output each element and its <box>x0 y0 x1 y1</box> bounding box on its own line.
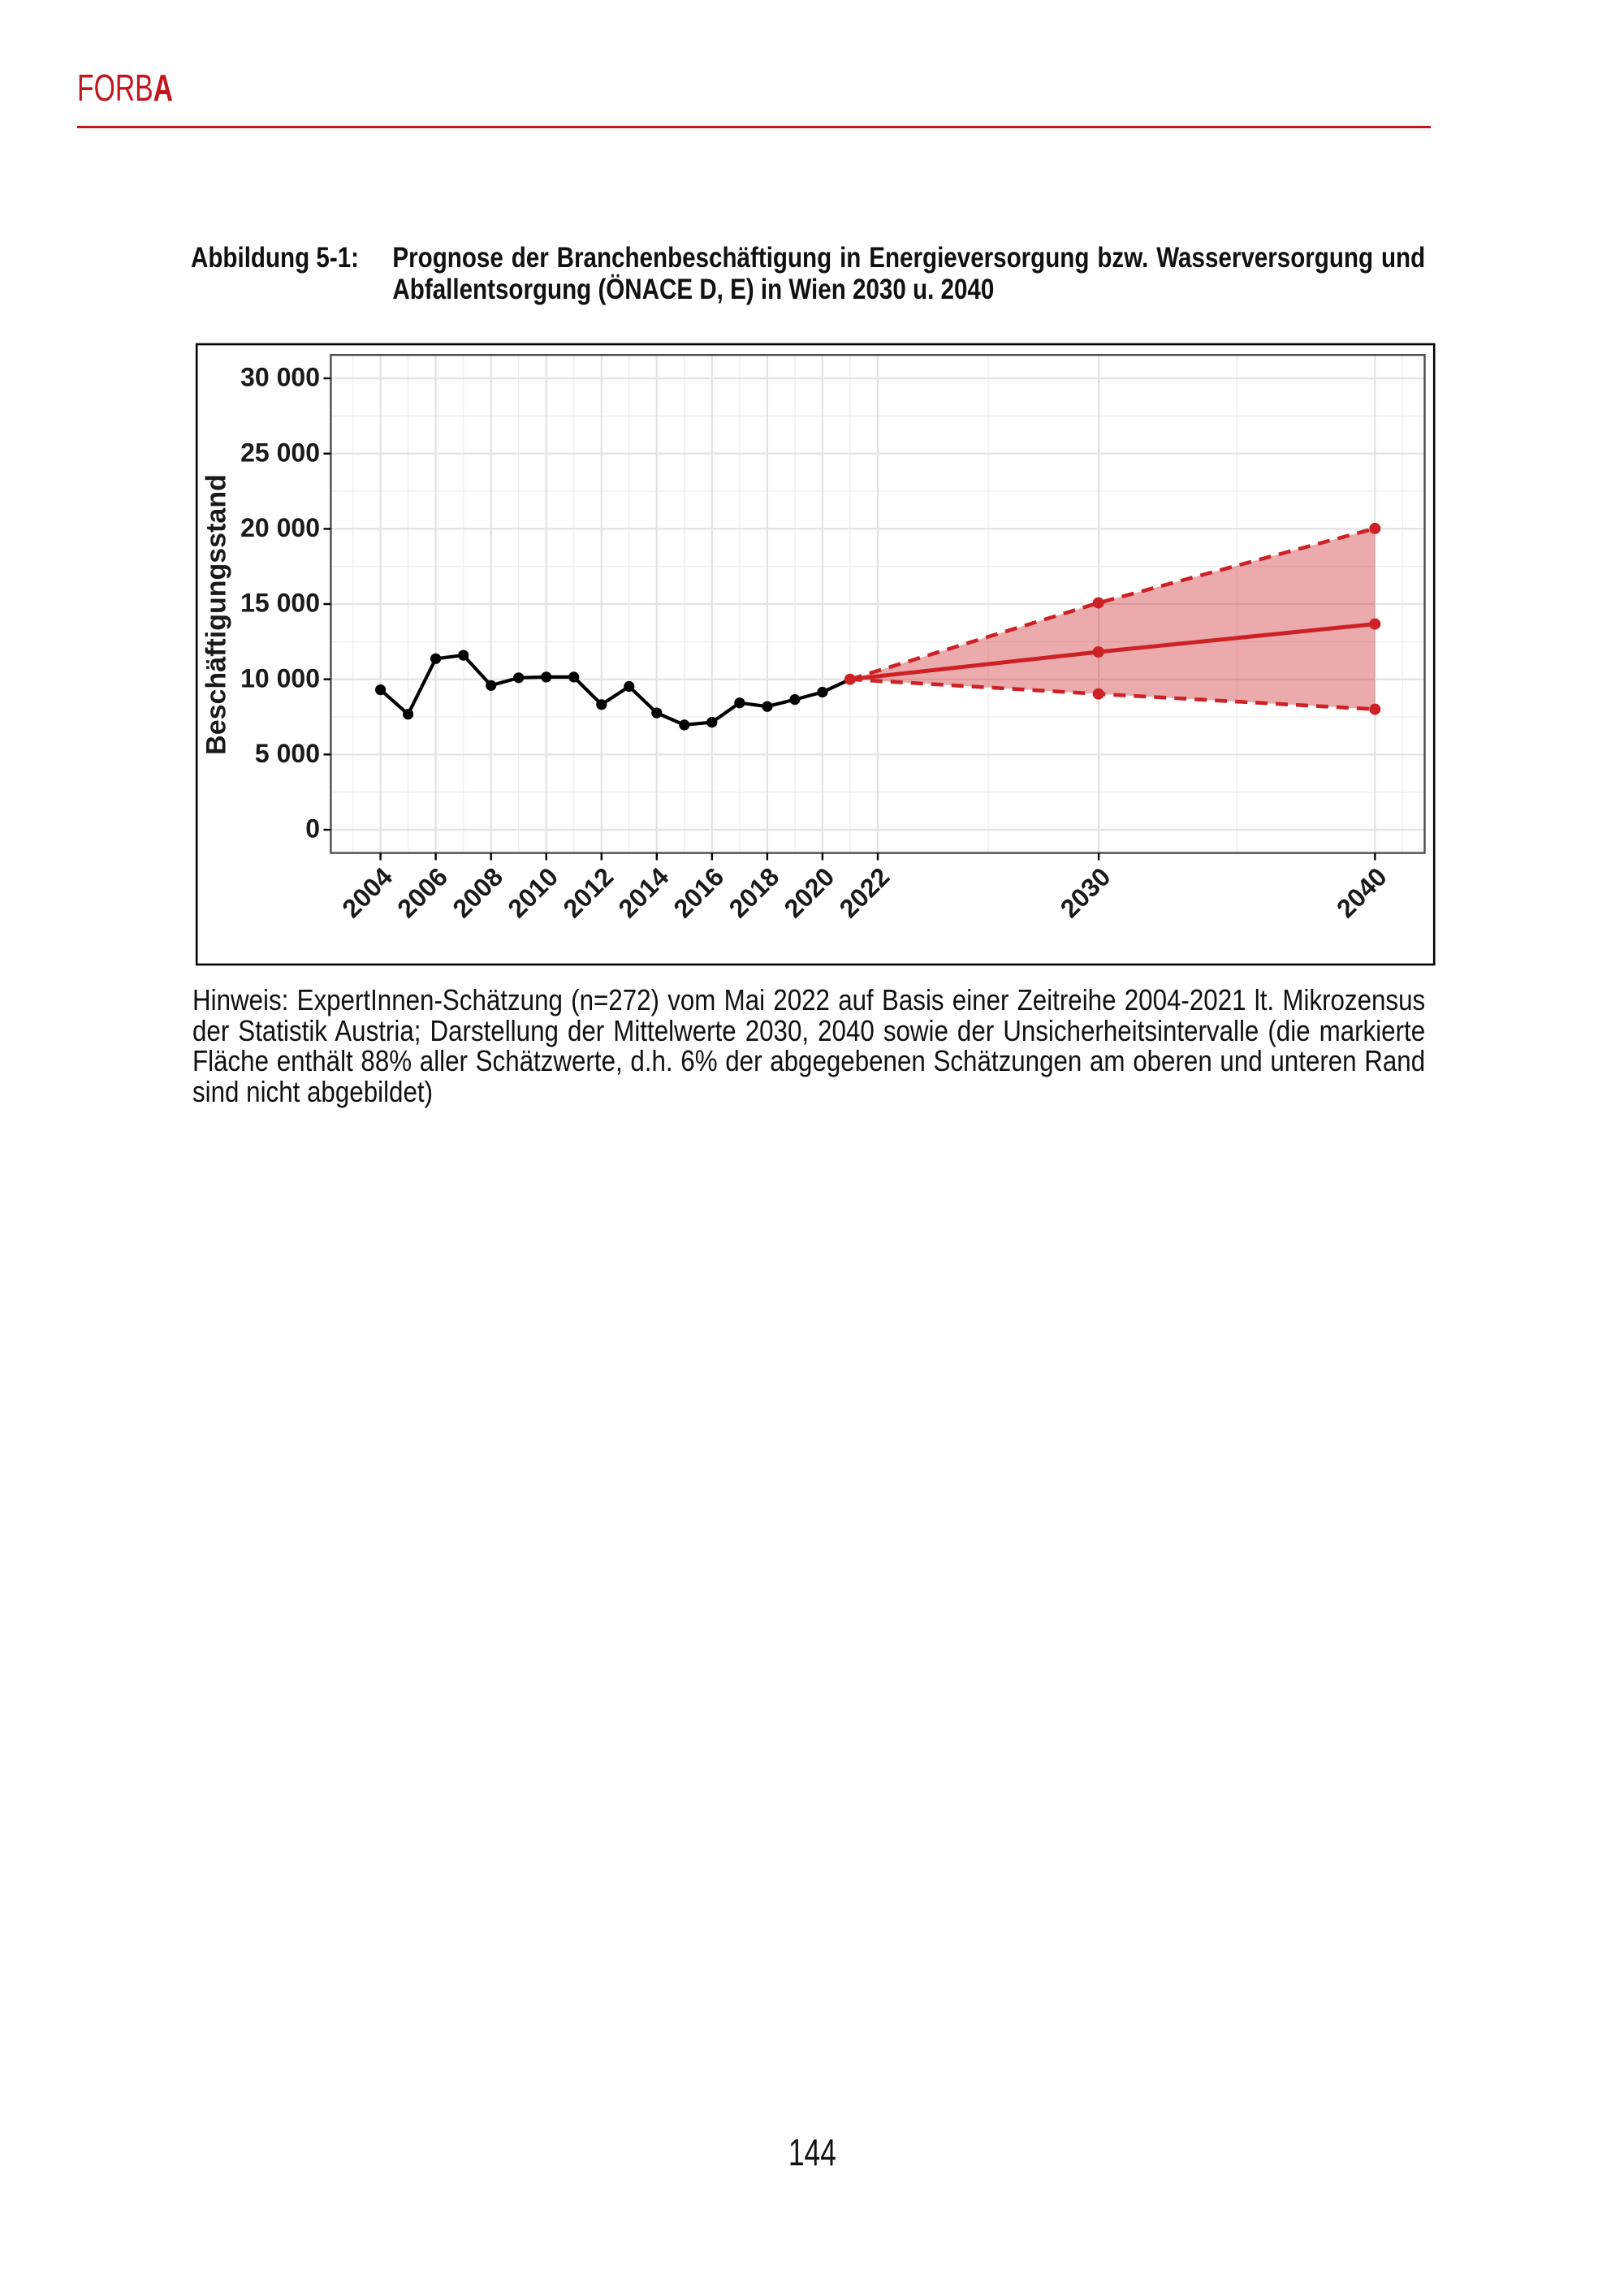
svg-text:10 000: 10 000 <box>240 663 320 693</box>
svg-text:25 000: 25 000 <box>240 438 320 467</box>
svg-text:20 000: 20 000 <box>240 513 320 542</box>
svg-text:Beschäftigungsstand: Beschäftigungsstand <box>201 474 232 755</box>
svg-text:0: 0 <box>305 814 320 844</box>
svg-text:5 000: 5 000 <box>255 739 320 768</box>
svg-text:30 000: 30 000 <box>240 363 320 392</box>
svg-text:15 000: 15 000 <box>240 589 320 618</box>
